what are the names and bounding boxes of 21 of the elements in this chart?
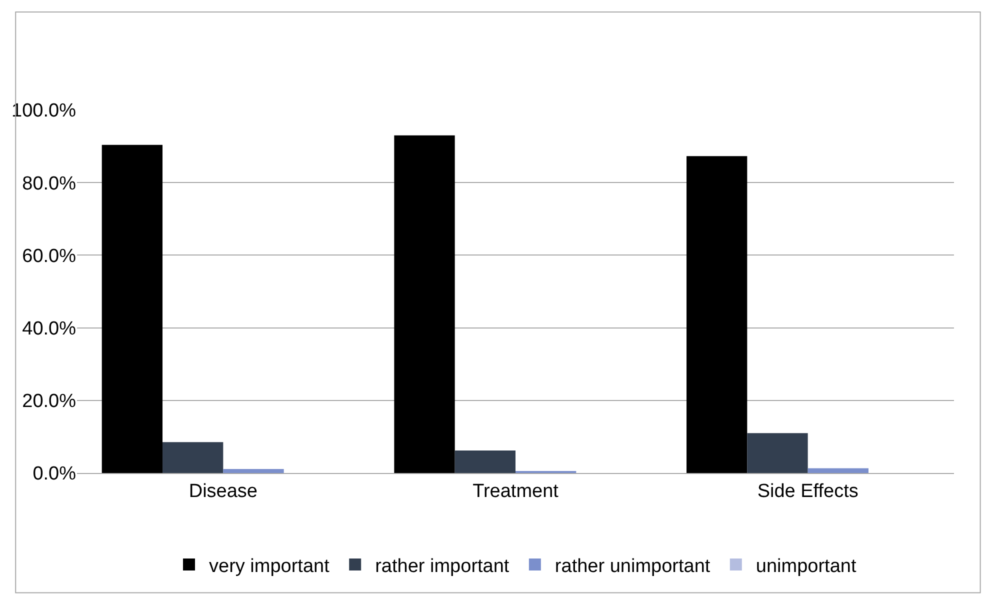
legend-label: unimportant bbox=[756, 556, 857, 577]
bar bbox=[454, 450, 516, 473]
legend-label: rather important bbox=[375, 556, 510, 577]
bar bbox=[808, 468, 868, 473]
bar bbox=[747, 433, 808, 473]
legend-label: rather unimportant bbox=[554, 556, 711, 577]
x-tick-label: Disease bbox=[188, 480, 258, 502]
y-tick-label: 100.0% bbox=[12, 100, 76, 122]
y-tick-label: 40.0% bbox=[22, 318, 76, 340]
bar bbox=[394, 135, 455, 473]
bar bbox=[162, 442, 224, 473]
bar bbox=[102, 144, 163, 473]
y-tick-label: 20.0% bbox=[22, 391, 76, 412]
y-tick-label: 0.0% bbox=[32, 464, 76, 485]
bar bbox=[223, 469, 284, 473]
x-tick-label: Treatment bbox=[472, 480, 560, 502]
legend-label: very important bbox=[209, 556, 330, 577]
bar bbox=[686, 156, 748, 473]
x-tick-label: Side Effects bbox=[757, 480, 858, 502]
y-tick-label: 80.0% bbox=[22, 173, 76, 194]
y-tick-label: 60.0% bbox=[22, 246, 76, 267]
